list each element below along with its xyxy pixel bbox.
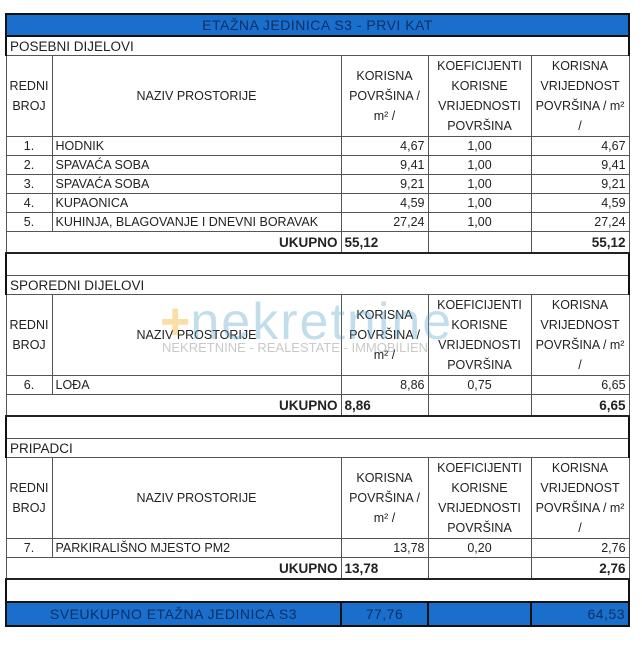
col-korisna-vrijednost: KORISNA VRIJEDNOST POVRŠINA / m² / xyxy=(530,457,630,539)
col-korisna-vrijednost: KORISNA VRIJEDNOST POVRŠINA / m² / xyxy=(530,55,630,137)
row-number: 4. xyxy=(5,193,53,213)
usable-value: 4,59 xyxy=(530,193,630,213)
usable-value: 4,67 xyxy=(530,136,630,156)
coefficient: 0,75 xyxy=(427,375,532,395)
col-korisna-povrsina: KORISNA POVRŠINA / m² / xyxy=(340,457,429,539)
usable-value: 2,76 xyxy=(530,538,630,558)
section-title: POSEBNI DIJELOVI xyxy=(4,35,631,56)
coefficient: 1,00 xyxy=(427,155,532,175)
col-redni-broj: REDNI BROJ xyxy=(5,294,53,376)
col-korisna-vrijednost: KORISNA VRIJEDNOST POVRŠINA / m² / xyxy=(530,294,630,376)
usable-value: 6,65 xyxy=(530,375,630,395)
room-name: PARKIRALIŠNO MJESTO PM2 xyxy=(51,538,342,558)
subtotal-area: 8,86 xyxy=(340,394,429,417)
subtotal-value: 6,65 xyxy=(530,394,630,417)
table-row: 6. LOĐA 8,86 0,75 6,65 xyxy=(5,375,630,395)
subtotal-area: 55,12 xyxy=(340,231,429,254)
area: 13,78 xyxy=(340,538,429,558)
col-korisna-povrsina: KORISNA POVRŠINA / m² / xyxy=(340,55,429,137)
col-korisna-povrsina: KORISNA POVRŠINA / m² / xyxy=(340,294,429,376)
table-row: 2. SPAVAĆA SOBA 9,41 1,00 9,41 xyxy=(5,155,630,175)
room-name: KUPAONICA xyxy=(51,193,342,213)
table-title: ETAŽNA JEDINICA S3 - PRVI KAT xyxy=(4,13,631,37)
empty-cell xyxy=(4,578,631,603)
subtotal-value: 55,12 xyxy=(530,231,630,254)
row-number: 3. xyxy=(5,174,53,194)
spacer-row xyxy=(4,415,631,439)
coefficient: 0,20 xyxy=(427,538,532,558)
section-header: POSEBNI DIJELOVI xyxy=(4,35,631,56)
col-naziv: NAZIV PROSTORIJE xyxy=(51,294,342,376)
col-koeficijenti: KOEFICIJENTI KORISNE VRIJEDNOSTI POVRŠIN… xyxy=(427,55,532,137)
col-redni-broj: REDNI BROJ xyxy=(5,55,53,137)
column-headers: REDNI BROJ NAZIV PROSTORIJE KORISNA POVRŠI… xyxy=(5,457,630,539)
col-redni-broj: REDNI BROJ xyxy=(5,457,53,539)
room-name: LOĐA xyxy=(51,375,342,395)
row-number: 1. xyxy=(5,136,53,156)
table-row: 1. HODNIK 4,67 1,00 4,67 xyxy=(5,136,630,156)
section-title: PRIPADCI xyxy=(4,438,631,458)
area: 4,59 xyxy=(340,193,429,213)
usable-value: 27,24 xyxy=(530,212,630,232)
room-name: HODNIK xyxy=(51,136,342,156)
col-naziv: NAZIV PROSTORIJE xyxy=(51,55,342,137)
grand-total-value: 64,53 xyxy=(529,601,631,627)
spacer-row xyxy=(4,252,631,276)
coefficient: 1,00 xyxy=(427,136,532,156)
row-number: 2. xyxy=(5,155,53,175)
room-name: SPAVAĆA SOBA xyxy=(51,155,342,175)
section-title: SPOREDNI DIJELOVI xyxy=(4,275,631,295)
empty-cell xyxy=(4,415,631,439)
area: 4,67 xyxy=(340,136,429,156)
subtotal-value: 2,76 xyxy=(530,557,630,580)
table-row: 4. KUPAONICA 4,59 1,00 4,59 xyxy=(5,193,630,213)
usable-value: 9,21 xyxy=(530,174,630,194)
room-name: KUHINJA, BLAGOVANJE I DNEVNI BORAVAK xyxy=(51,212,342,232)
coefficient: 1,00 xyxy=(427,174,532,194)
grand-total-label: SVEUKUPNO ETAŽNA JEDINICA S3 xyxy=(5,601,342,627)
subtotal-label: UKUPNO xyxy=(5,394,342,417)
room-name: SPAVAĆA SOBA xyxy=(51,174,342,194)
column-headers: REDNI BROJ NAZIV PROSTORIJE KORISNA POVRŠI… xyxy=(5,294,630,376)
table-row: 3. SPAVAĆA SOBA 9,21 1,00 9,21 xyxy=(5,174,630,194)
unit-area-table: ETAŽNA JEDINICA S3 - PRVI KAT POSEBNI DI… xyxy=(4,13,631,627)
grand-total-area: 77,76 xyxy=(340,601,429,627)
col-naziv: NAZIV PROSTORIJE xyxy=(51,457,342,539)
spacer-row xyxy=(4,578,631,603)
row-number: 7. xyxy=(5,538,53,558)
column-headers: REDNI BROJ NAZIV PROSTORIJE KORISNA POVRŠI… xyxy=(5,55,630,137)
row-number: 5. xyxy=(5,212,53,232)
coefficient: 1,00 xyxy=(427,193,532,213)
table-row: 5. KUHINJA, BLAGOVANJE I DNEVNI BORAVAK 27… xyxy=(5,212,630,232)
col-koeficijenti: KOEFICIJENTI KORISNE VRIJEDNOSTI POVRŠIN… xyxy=(427,457,532,539)
row-number: 6. xyxy=(5,375,53,395)
coefficient: 1,00 xyxy=(427,212,532,232)
empty-cell xyxy=(427,557,532,580)
usable-value: 9,41 xyxy=(530,155,630,175)
area: 27,24 xyxy=(340,212,429,232)
empty-cell xyxy=(4,252,631,276)
subtotal-label: UKUPNO xyxy=(5,557,342,580)
grand-total-row: SVEUKUPNO ETAŽNA JEDINICA S3 77,76 64,53 xyxy=(5,601,631,627)
empty-cell xyxy=(427,231,532,254)
area: 9,41 xyxy=(340,155,429,175)
section-header: SPOREDNI DIJELOVI xyxy=(4,275,631,295)
area: 8,86 xyxy=(340,375,429,395)
subtotal-label: UKUPNO xyxy=(5,231,342,254)
area: 9,21 xyxy=(340,174,429,194)
empty-cell xyxy=(427,601,532,627)
section-header: PRIPADCI xyxy=(4,438,631,458)
subtotal-row: UKUPNO 8,86 6,65 xyxy=(5,394,630,417)
col-koeficijenti: KOEFICIJENTI KORISNE VRIJEDNOSTI POVRŠIN… xyxy=(427,294,532,376)
empty-cell xyxy=(427,394,532,417)
table-row: 7. PARKIRALIŠNO MJESTO PM2 13,78 0,20 2,76 xyxy=(5,538,630,558)
subtotal-row: UKUPNO 13,78 2,76 xyxy=(5,557,630,580)
subtotal-area: 13,78 xyxy=(340,557,429,580)
subtotal-row: UKUPNO 55,12 55,12 xyxy=(5,231,630,254)
